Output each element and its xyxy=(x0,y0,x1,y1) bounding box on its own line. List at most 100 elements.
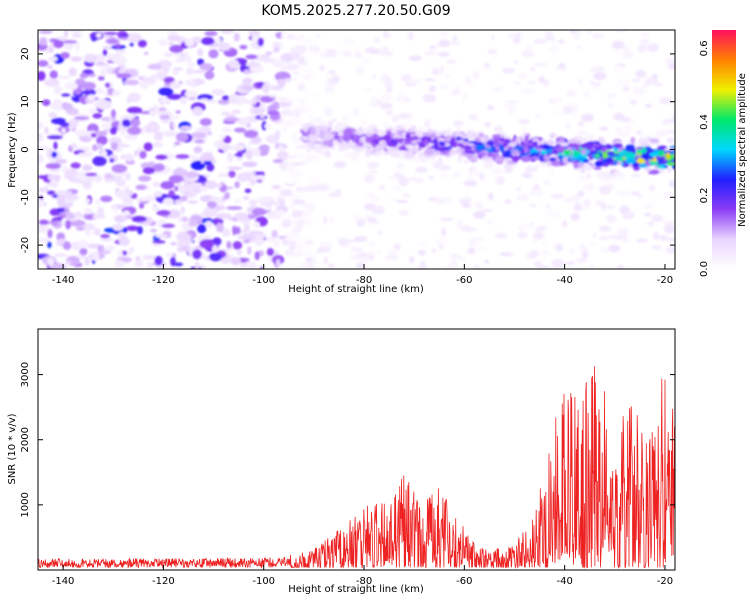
spectrogram-blob xyxy=(248,30,261,37)
spectrogram-blob xyxy=(112,205,118,214)
spectrogram-blob xyxy=(44,185,49,192)
spectrogram-blob xyxy=(109,126,117,135)
spectrogram-halo-blob xyxy=(472,70,480,80)
spectrogram-blob xyxy=(175,232,192,241)
spectrogram-halo-blob xyxy=(367,161,380,170)
snr-x-ticks: -140 -120 -100 -80 -60 -40 -20 xyxy=(52,565,673,587)
spectrogram-band-blob xyxy=(621,149,627,154)
spectrogram-halo-blob xyxy=(362,88,374,92)
spectrogram-band-blob xyxy=(407,128,413,133)
spectrogram-halo-blob xyxy=(289,51,301,60)
spectrogram-blob xyxy=(226,206,243,210)
spectrogram-band-blob xyxy=(570,154,577,158)
spectrogram-halo-blob xyxy=(415,166,428,173)
spectrogram-halo-blob xyxy=(333,161,347,168)
spectrogram-blob xyxy=(52,174,61,182)
spectrogram-band-blob xyxy=(599,137,605,144)
spectrogram-halo-blob xyxy=(291,71,301,75)
spectrogram-halo-blob xyxy=(451,171,462,178)
spectrogram-halo-blob xyxy=(612,112,625,121)
spectrogram-halo-blob xyxy=(353,214,360,221)
spectrogram-blob xyxy=(153,104,159,113)
spectrogram-halo-blob xyxy=(360,256,370,263)
spectrogram-blob xyxy=(38,121,44,130)
spectrogram-band-blob xyxy=(560,142,569,147)
spectrogram-halo-blob xyxy=(356,218,366,228)
spectrogram-halo-blob xyxy=(404,96,411,103)
spectrogram-band-blob xyxy=(565,162,574,166)
spectrogram-halo-blob xyxy=(507,33,516,39)
spectrogram-blob xyxy=(272,159,284,164)
spectrogram-halo-blob xyxy=(429,85,436,93)
spectrogram-blob xyxy=(231,109,241,114)
spectrogram-band-blob xyxy=(310,119,319,122)
spectrogram-band-blob xyxy=(390,150,401,158)
spectrogram-halo-blob xyxy=(538,75,545,84)
spectrogram-blob xyxy=(306,39,320,44)
spectrogram-halo-blob xyxy=(578,120,585,127)
snr-y-tick-label: 3000 xyxy=(20,362,31,387)
spectrogram-blob xyxy=(293,44,308,55)
spectrogram-blob xyxy=(134,259,144,268)
spectrogram-halo-blob xyxy=(331,75,340,84)
spectrogram-blob xyxy=(234,153,244,157)
spectrogram-band-blob xyxy=(341,134,352,142)
spectrogram-halo-blob xyxy=(631,191,640,196)
spectrogram-blob xyxy=(118,236,130,246)
spectrogram-halo-blob xyxy=(581,113,594,122)
spectrogram-halo-blob xyxy=(289,203,296,210)
spectrogram-halo-blob xyxy=(651,214,664,222)
spectrogram-halo-blob xyxy=(456,220,463,229)
spectrogram-halo-blob xyxy=(587,30,592,35)
spectrogram-blob xyxy=(173,71,179,76)
spectrogram-blob xyxy=(77,152,93,158)
spectrogram-blob xyxy=(245,54,258,60)
spectrogram-band-blob xyxy=(543,144,551,149)
spectrogram-blob xyxy=(100,237,113,242)
spectrogram-blob xyxy=(243,129,259,139)
spectrogram-halo-blob xyxy=(651,244,663,250)
spectrogram-blob xyxy=(268,210,276,218)
spectrogram-band-blob xyxy=(540,161,548,167)
spectrogram-blob xyxy=(170,241,177,246)
spectrogram-blob xyxy=(96,135,108,146)
spectrogram-halo-blob xyxy=(486,220,494,224)
spectrogram-halo-blob xyxy=(616,190,630,196)
spectrogram-band-blob xyxy=(478,132,485,138)
spectrogram-band-blob xyxy=(613,170,623,177)
spectrogram-blob xyxy=(59,122,71,127)
spectrogram-blob xyxy=(120,128,125,137)
spectrogram-blob xyxy=(243,223,250,231)
spectrogram-halo-blob xyxy=(654,82,663,87)
spectrogram-halo-blob xyxy=(396,162,405,169)
spectrogram-blob xyxy=(155,154,168,160)
spectrogram-band-blob xyxy=(517,137,521,145)
spectrogram-blob xyxy=(167,30,179,36)
spectrogram-band-blob xyxy=(546,148,553,154)
spectrogram-band-blob xyxy=(338,146,345,152)
spectrogram-blob xyxy=(264,123,272,130)
spectrogram-blob xyxy=(200,37,215,46)
spectrogram-blob xyxy=(139,202,145,209)
spectrogram-halo-blob xyxy=(445,263,458,269)
spectrogram-band-blob xyxy=(355,137,359,144)
colorbar-tick-label: 0.2 xyxy=(699,188,710,204)
spectrogram-halo-blob xyxy=(665,129,675,134)
spectrogram-halo-blob xyxy=(464,225,471,231)
spectrogram-blob xyxy=(70,143,77,149)
spectrogram-blob xyxy=(236,116,251,126)
spectrogram-y-tick-label: 0 xyxy=(20,146,31,152)
spectrogram-band-blob xyxy=(321,146,330,150)
spectrogram-band-blob xyxy=(400,122,409,129)
spectrogram-band-blob xyxy=(307,142,312,148)
spectrogram-blob xyxy=(60,93,71,97)
spectrogram-halo-blob xyxy=(514,32,523,37)
spectrogram-blob xyxy=(227,166,243,170)
spectrogram-band-blob xyxy=(494,158,503,162)
spectrogram-band-blob xyxy=(426,128,435,133)
spectrogram-blob xyxy=(144,51,149,55)
spectrogram-band-blob xyxy=(543,154,549,162)
spectrogram-halo-blob xyxy=(324,85,335,94)
spectrogram-blob xyxy=(280,98,294,103)
spectrogram-halo-blob xyxy=(551,111,556,116)
